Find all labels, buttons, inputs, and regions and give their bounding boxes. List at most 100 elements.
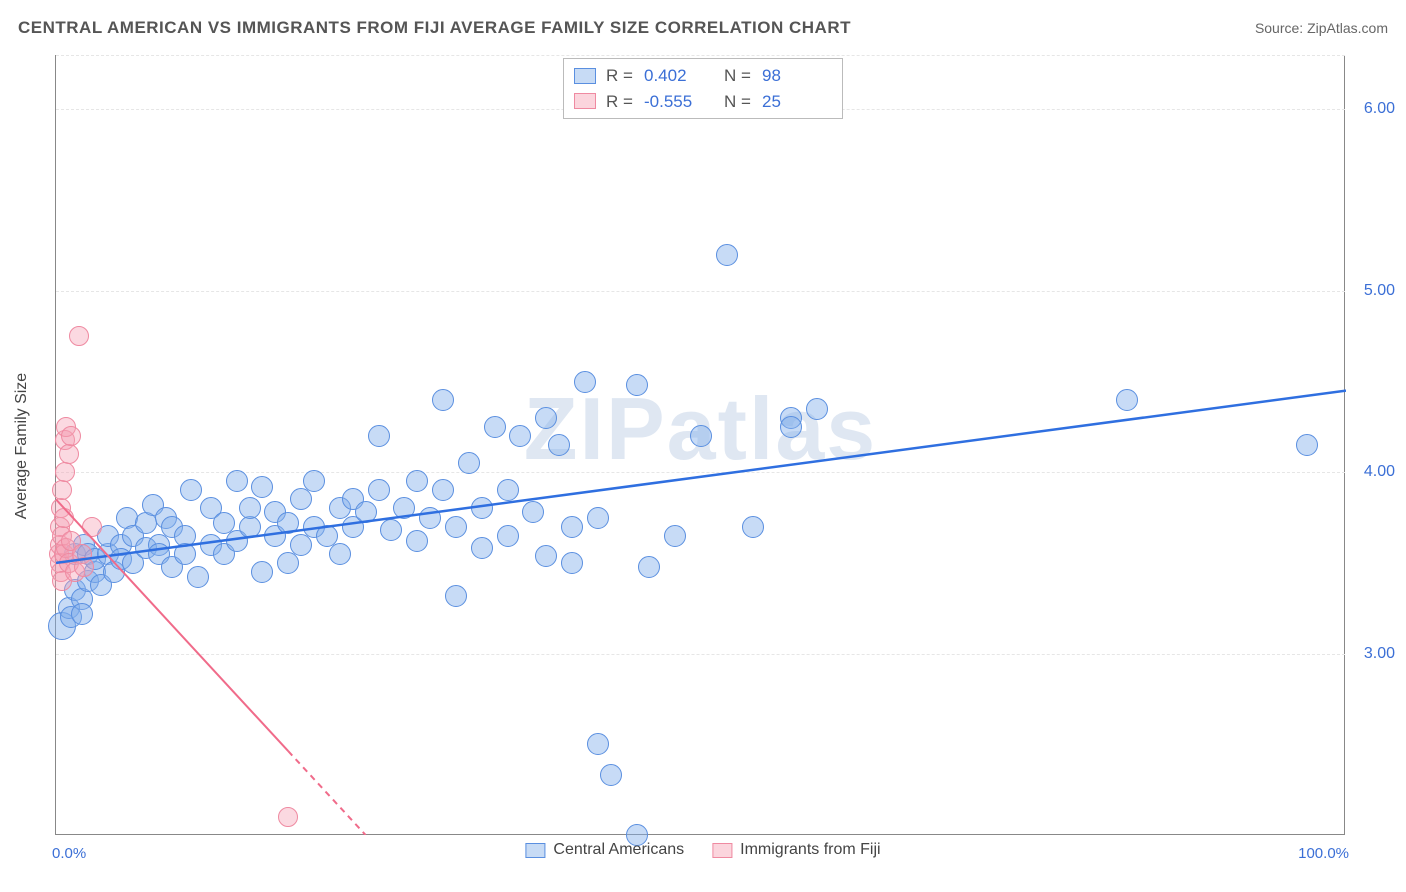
chart-title: CENTRAL AMERICAN VS IMMIGRANTS FROM FIJI… xyxy=(18,18,851,38)
data-point xyxy=(445,516,467,538)
data-point xyxy=(484,416,506,438)
legend-label: Central Americans xyxy=(553,841,684,859)
legend-item: Immigrants from Fiji xyxy=(712,841,880,859)
data-point xyxy=(587,507,609,529)
n-value: 98 xyxy=(762,63,832,89)
series-legend: Central Americans Immigrants from Fiji xyxy=(525,841,880,859)
data-point xyxy=(277,552,299,574)
data-point xyxy=(277,512,299,534)
source-label: Source: xyxy=(1255,20,1307,36)
r-label: R = xyxy=(606,63,634,89)
x-tick-max: 100.0% xyxy=(1298,845,1349,862)
data-point xyxy=(329,543,351,565)
data-point xyxy=(239,497,261,519)
data-point xyxy=(174,543,196,565)
data-point xyxy=(574,371,596,393)
data-point xyxy=(716,244,738,266)
data-point xyxy=(61,426,81,446)
data-point xyxy=(71,603,93,625)
data-point xyxy=(561,552,583,574)
gridline-h xyxy=(56,291,1345,292)
scatter-plot: ZIPatlas 0.0% 100.0% 3.004.005.006.00 xyxy=(55,55,1345,835)
gridline-h xyxy=(56,654,1345,655)
source-link[interactable]: ZipAtlas.com xyxy=(1307,20,1388,36)
data-point xyxy=(251,561,273,583)
data-point xyxy=(393,497,415,519)
data-point xyxy=(1116,389,1138,411)
data-point xyxy=(497,525,519,547)
data-point xyxy=(278,807,298,827)
gridline-h xyxy=(56,55,1345,56)
correlation-legend: R = 0.402 N = 98 R = -0.555 N = 25 xyxy=(563,58,843,119)
data-point xyxy=(471,537,493,559)
legend-swatch xyxy=(525,843,545,858)
data-point xyxy=(780,416,802,438)
data-point xyxy=(303,470,325,492)
data-point xyxy=(55,462,75,482)
data-point xyxy=(180,479,202,501)
data-point xyxy=(664,525,686,547)
y-tick-label: 3.00 xyxy=(1364,645,1395,663)
r-label: R = xyxy=(606,89,634,115)
data-point xyxy=(54,508,74,528)
data-point xyxy=(806,398,828,420)
data-point xyxy=(355,501,377,523)
data-point xyxy=(587,733,609,755)
legend-swatch xyxy=(712,843,732,858)
data-point xyxy=(226,470,248,492)
data-point xyxy=(368,425,390,447)
legend-item: Central Americans xyxy=(525,841,684,859)
data-point xyxy=(535,407,557,429)
data-point xyxy=(406,470,428,492)
data-point xyxy=(59,444,79,464)
data-point xyxy=(497,479,519,501)
y-tick-label: 6.00 xyxy=(1364,100,1395,118)
right-axis-line xyxy=(1344,55,1345,834)
legend-swatch xyxy=(574,68,596,84)
data-point xyxy=(187,566,209,588)
legend-stat-row: R = -0.555 N = 25 xyxy=(574,89,832,115)
n-value: 25 xyxy=(762,89,832,115)
data-point xyxy=(600,764,622,786)
data-point xyxy=(561,516,583,538)
data-point xyxy=(742,516,764,538)
data-point xyxy=(290,534,312,556)
data-point xyxy=(432,479,454,501)
data-point xyxy=(368,479,390,501)
legend-label: Immigrants from Fiji xyxy=(740,841,880,859)
x-tick-min: 0.0% xyxy=(52,845,86,862)
data-point xyxy=(74,557,94,577)
y-tick-label: 5.00 xyxy=(1364,282,1395,300)
data-point xyxy=(548,434,570,456)
y-axis-label: Average Family Size xyxy=(13,373,31,519)
data-point xyxy=(290,488,312,510)
data-point xyxy=(52,480,72,500)
data-point xyxy=(419,507,441,529)
data-point xyxy=(406,530,428,552)
data-point xyxy=(626,374,648,396)
data-point xyxy=(458,452,480,474)
data-point xyxy=(690,425,712,447)
data-point xyxy=(1296,434,1318,456)
n-label: N = xyxy=(724,63,752,89)
data-point xyxy=(638,556,660,578)
data-point xyxy=(535,545,557,567)
data-point xyxy=(471,497,493,519)
data-point xyxy=(251,476,273,498)
data-point xyxy=(445,585,467,607)
data-point xyxy=(82,517,102,537)
data-point xyxy=(69,326,89,346)
data-point xyxy=(522,501,544,523)
chart-header: CENTRAL AMERICAN VS IMMIGRANTS FROM FIJI… xyxy=(18,18,1388,38)
legend-stat-row: R = 0.402 N = 98 xyxy=(574,63,832,89)
chart-source: Source: ZipAtlas.com xyxy=(1255,20,1388,36)
data-point xyxy=(432,389,454,411)
y-tick-label: 4.00 xyxy=(1364,463,1395,481)
data-point xyxy=(380,519,402,541)
data-point xyxy=(509,425,531,447)
r-value: -0.555 xyxy=(644,89,714,115)
gridline-h xyxy=(56,472,1345,473)
r-value: 0.402 xyxy=(644,63,714,89)
n-label: N = xyxy=(724,89,752,115)
legend-swatch xyxy=(574,93,596,109)
